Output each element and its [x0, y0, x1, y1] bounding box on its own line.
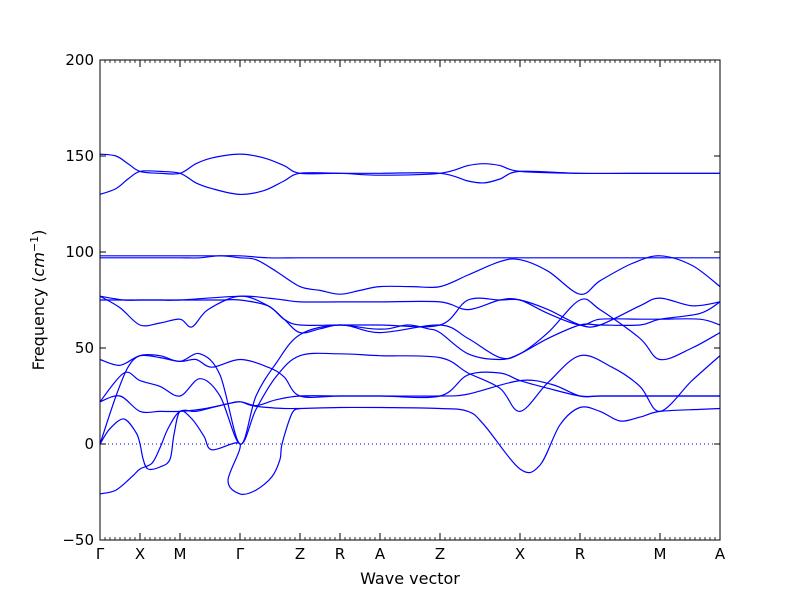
band-line-12	[99, 170, 720, 196]
x-tick-label: R	[335, 545, 345, 563]
y-tick-label: −50	[62, 531, 94, 549]
band-line-6	[99, 298, 721, 445]
y-axis-label-unit-exponent: −1	[28, 236, 41, 252]
x-tick-label: M	[654, 545, 667, 563]
y-axis-label: Frequency (cm−1)	[28, 230, 49, 371]
band-line-10	[99, 255, 721, 295]
y-axis-label-unit: cm	[29, 252, 48, 276]
band-line-9	[99, 297, 721, 328]
x-tick-label: Γ	[96, 545, 105, 563]
y-tick-label: 50	[75, 339, 94, 357]
x-tick-label: X	[515, 545, 525, 563]
x-axis-label: Wave vector	[360, 569, 460, 588]
y-axis-ticks: −50 0 50 100 150 200	[62, 51, 720, 549]
band-line-7	[99, 295, 721, 361]
band-line-4	[99, 352, 721, 445]
y-axis-label-suffix: )	[29, 230, 48, 236]
band-line-11	[100, 255, 720, 259]
y-tick-label: 150	[65, 147, 94, 165]
x-tick-label: A	[715, 545, 726, 563]
x-tick-label: M	[174, 545, 187, 563]
x-tick-label: Z	[435, 545, 445, 563]
x-tick-label: Z	[295, 545, 305, 563]
y-tick-label: 100	[65, 243, 94, 261]
x-tick-label: Γ	[236, 545, 245, 563]
band-line-2	[99, 407, 301, 495]
x-tick-label: X	[135, 545, 145, 563]
x-tick-label: R	[575, 545, 585, 563]
y-tick-label: 200	[65, 51, 94, 69]
band-curves	[99, 153, 721, 495]
band-line-1	[99, 401, 721, 495]
y-tick-label: 0	[84, 435, 94, 453]
band-line-13	[99, 153, 720, 176]
x-tick-label: A	[375, 545, 386, 563]
y-axis-label-prefix: Frequency (	[29, 276, 48, 370]
